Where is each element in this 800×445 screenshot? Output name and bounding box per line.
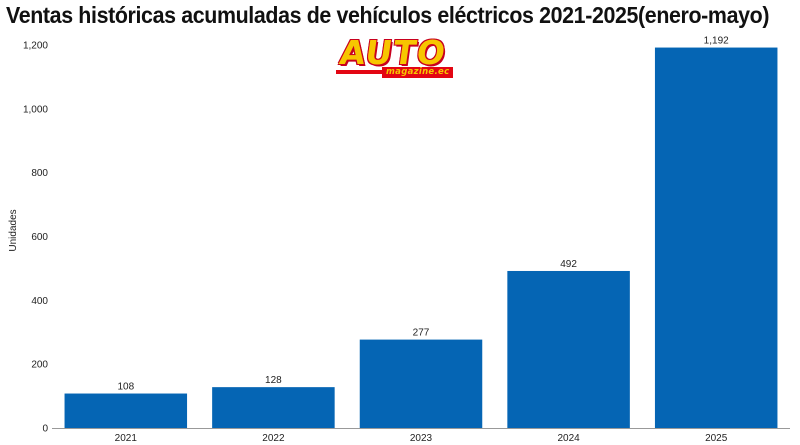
- logo-swoosh: [336, 70, 382, 74]
- x-tick-label: 2023: [410, 433, 433, 444]
- y-tick-label: 400: [31, 296, 48, 307]
- auto-magazine-logo: AUTO magazine.ec: [336, 33, 468, 82]
- bar-value-label: 492: [560, 259, 577, 270]
- y-tick-label: 0: [42, 424, 48, 435]
- chart-title: Ventas históricas acumuladas de vehículo…: [6, 2, 770, 28]
- x-tick-label: 2024: [557, 433, 580, 444]
- bar-value-label: 277: [413, 328, 430, 339]
- y-axis-title: Unidades: [8, 209, 19, 251]
- y-tick-label: 600: [31, 232, 48, 243]
- x-tick-label: 2021: [115, 433, 138, 444]
- x-tick-label: 2025: [705, 433, 728, 444]
- y-tick-label: 800: [31, 168, 48, 179]
- bar-value-label: 1,192: [704, 36, 729, 47]
- x-tick-label: 2022: [262, 433, 285, 444]
- y-tick-label: 200: [31, 360, 48, 371]
- y-tick-label: 1,000: [23, 104, 48, 115]
- logo-subtitle: magazine.ec: [382, 67, 454, 78]
- bar: [359, 339, 483, 428]
- y-axis: 0 200 400 600 800 1,000 1,200: [23, 41, 48, 435]
- bars: [64, 47, 778, 428]
- bar: [64, 393, 188, 428]
- y-tick-label: 1,200: [23, 41, 48, 52]
- bar-value-label: 108: [117, 382, 134, 393]
- bar-value-label: 128: [265, 375, 282, 386]
- x-axis: 2021 2022 2023 2024 2025: [52, 428, 790, 444]
- bar: [507, 270, 630, 428]
- bar: [212, 387, 335, 428]
- data-labels: 108 128 277 492 1,192: [117, 36, 729, 393]
- bar: [654, 47, 778, 428]
